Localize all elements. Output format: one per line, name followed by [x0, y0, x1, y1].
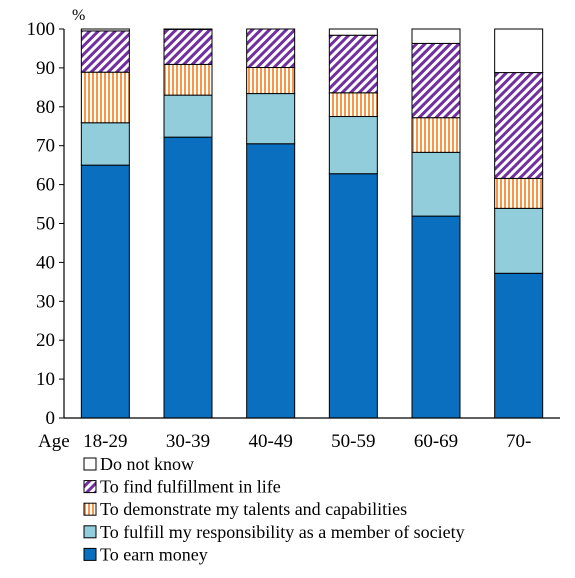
- bar-segment-40-49-series-3: [246, 28, 296, 69]
- bar-segment-70--series-3: [494, 72, 544, 179]
- y-tick-label: 10: [36, 369, 55, 390]
- legend-swatch: [83, 457, 97, 471]
- bar-segment-60-69-series-1: [411, 151, 461, 217]
- x-tick-label: 50-59: [331, 431, 375, 452]
- bar-segment-50-59-series-1: [328, 116, 378, 175]
- bar-segment-40-49-series-2: [246, 67, 296, 95]
- y-tick-label: 30: [36, 291, 55, 312]
- bar-segment-30-39-series-0: [163, 136, 213, 419]
- y-tick-label: 70: [36, 136, 55, 157]
- y-tick-label: 80: [36, 97, 55, 118]
- bar-segment-50-59-series-0: [328, 173, 378, 419]
- legend-swatch: [83, 547, 97, 561]
- bar-segment-30-39-series-2: [163, 63, 213, 96]
- x-tick-label: 18-29: [83, 431, 127, 452]
- bar-segment-40-49-series-0: [246, 143, 296, 419]
- bar-segment-18-29-series-0: [80, 164, 130, 419]
- bar-segment-60-69-series-2: [411, 117, 461, 153]
- bar-segment-18-29-series-1: [80, 122, 130, 166]
- bar-segment-70--series-0: [494, 272, 544, 419]
- bar-segment-60-69-series-3: [411, 42, 461, 119]
- y-unit-label: %: [72, 7, 85, 24]
- y-ticks-group: 0 10 20 30 40 50 60 70 80 90 100: [27, 19, 64, 429]
- bar-segment-50-59-series-2: [328, 92, 378, 118]
- bar-segment-70--series-4: [494, 28, 544, 74]
- bar-segment-60-69-series-0: [411, 215, 461, 419]
- legend-label: To earn money: [100, 544, 208, 564]
- y-tick-label: 50: [36, 214, 55, 235]
- legend-swatch: [83, 525, 97, 539]
- bar-segment-70--series-1: [494, 207, 544, 274]
- y-tick-label: 0: [46, 408, 56, 429]
- y-tick-label: 40: [36, 252, 55, 273]
- legend-label: To demonstrate my talents and capabiliti…: [100, 499, 407, 519]
- legend-label: Do not know: [100, 454, 194, 474]
- bar-segment-70--series-2: [494, 177, 544, 209]
- legend-label: To find fulfillment in life: [100, 477, 281, 497]
- bar-segment-50-59-series-3: [328, 34, 378, 94]
- x-tick-label: 60-69: [414, 431, 458, 452]
- bar-segment-18-29-series-3: [80, 30, 130, 73]
- bars-group: [80, 28, 544, 419]
- y-tick-label: 60: [36, 175, 55, 196]
- legend-swatch: [83, 502, 97, 516]
- x-tick-label: 40-49: [249, 431, 293, 452]
- bar-segment-50-59-series-4: [328, 28, 378, 36]
- y-tick-label: 90: [36, 58, 55, 79]
- y-tick-label: 20: [36, 330, 55, 351]
- bar-segment-18-29-series-2: [80, 71, 130, 124]
- y-tick-label: 100: [27, 19, 56, 40]
- bar-segment-18-29-series-4: [80, 28, 130, 32]
- axes-group: [63, 29, 560, 419]
- legend-label: To fulfill my responsibility as a member…: [100, 522, 465, 542]
- legend-swatch: [83, 480, 97, 494]
- x-tick-label: 30-39: [166, 431, 210, 452]
- bar-segment-30-39-series-1: [163, 94, 213, 138]
- x-ticks-group: 18-29 30-39 40-49 50-59 60-69 70-: [83, 431, 531, 452]
- bar-segment-40-49-series-1: [246, 93, 296, 145]
- x-tick-label: 70-: [506, 431, 531, 452]
- bar-segment-60-69-series-4: [411, 28, 461, 44]
- x-axis-prefix: Age: [38, 431, 70, 452]
- bar-segment-30-39-series-3: [163, 28, 213, 65]
